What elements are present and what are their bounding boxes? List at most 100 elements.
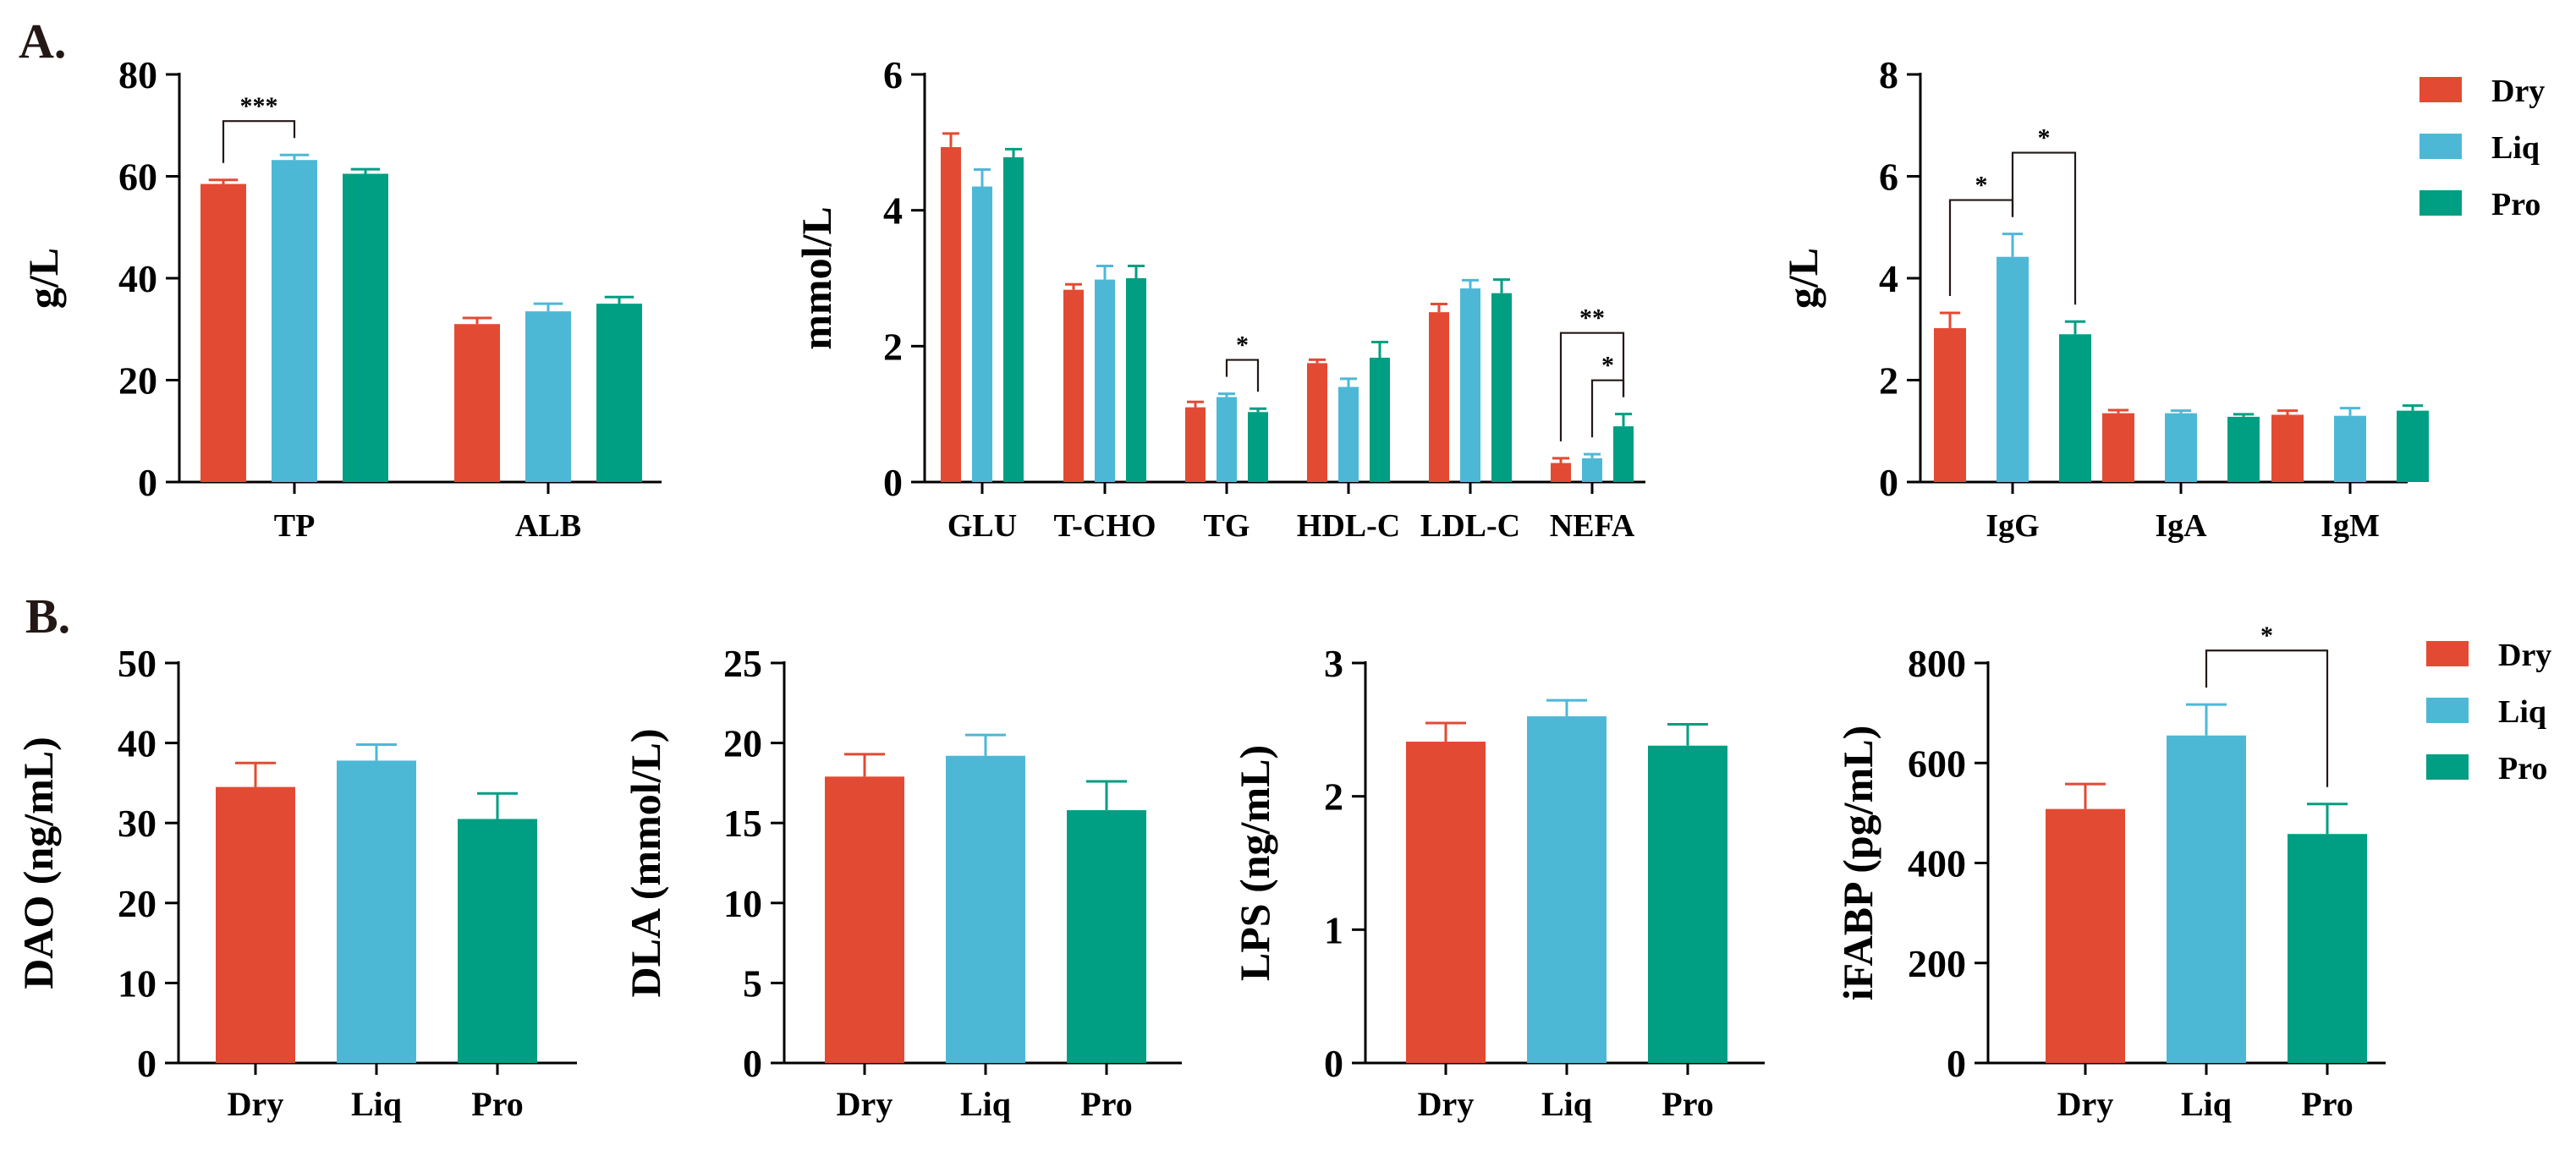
x-tick-label: IgG <box>1986 508 2039 544</box>
y-tick-label: 20 <box>723 722 762 765</box>
x-tick-label: Liq <box>1541 1085 1592 1123</box>
bar-igm-liq <box>2334 415 2366 482</box>
bar-hdl-c-liq <box>1338 386 1359 482</box>
y-axis-label: DLA (mmol/L) <box>622 728 669 997</box>
y-tick-label: 8 <box>1879 53 1898 96</box>
y-tick-label: 3 <box>1324 642 1343 685</box>
y-tick-label: 10 <box>723 882 762 925</box>
legend-label-dry: Dry <box>2491 74 2545 109</box>
bar-ldl-c-dry <box>1429 312 1449 482</box>
bar-alb-liq <box>525 311 571 482</box>
chart-a3: 0 2 4 6 8 g/L IgG IgA IgM * * <box>1779 53 2429 544</box>
significance-bracket <box>1225 359 1260 392</box>
bar-nefa-liq <box>1582 457 1602 482</box>
y-axis-label: g/L <box>19 248 67 309</box>
y-tick-label: 6 <box>1879 156 1898 199</box>
bar-dry <box>1406 742 1486 1063</box>
y-tick-label: 0 <box>138 461 157 504</box>
y-tick-label: 0 <box>1879 461 1898 504</box>
significance-label: * <box>1601 352 1614 380</box>
x-tick-label: GLU <box>947 508 1017 544</box>
bar-t-cho-dry <box>1063 289 1084 482</box>
y-tick-label: 50 <box>118 642 157 685</box>
bar-ldl-c-liq <box>1460 288 1480 482</box>
x-tick-label: TP <box>274 508 316 544</box>
y-tick-label: 25 <box>723 642 762 685</box>
y-tick-label: 30 <box>118 802 157 845</box>
bar-alb-pro <box>596 304 642 482</box>
bar-pro <box>458 819 537 1063</box>
bar-tg-dry <box>1185 407 1206 482</box>
y-tick-label: 600 <box>1908 742 1966 785</box>
x-tick-label: Pro <box>2301 1085 2353 1123</box>
significance-bracket <box>2011 151 2077 305</box>
y-tick-label: 2 <box>883 325 903 368</box>
legend-label-dry: Dry <box>2498 638 2551 673</box>
x-tick-label: T-CHO <box>1053 508 1156 544</box>
bar-igm-dry <box>2271 414 2304 482</box>
bar-tp-liq <box>272 160 317 482</box>
y-axis-label: g/L <box>1779 248 1826 309</box>
chart-b1: 0 10 20 30 40 50 DAO (ng/mL) Dry Liq Pro <box>14 642 577 1123</box>
y-tick-label: 0 <box>1324 1042 1343 1085</box>
y-axis-label: mmol/L <box>793 206 840 349</box>
x-tick-label: Pro <box>1661 1085 1713 1123</box>
y-tick-label: 200 <box>1908 942 1966 985</box>
legend-swatch-pro <box>2419 190 2462 216</box>
legend-label-pro: Pro <box>2491 187 2540 222</box>
bar-alb-dry <box>454 324 500 482</box>
bar-liq <box>2167 735 2246 1063</box>
bar-nefa-pro <box>1613 426 1634 482</box>
x-tick-label: Pro <box>1080 1085 1132 1123</box>
x-tick-label: Liq <box>960 1085 1011 1123</box>
y-tick-label: 0 <box>137 1042 157 1085</box>
x-tick-label: Liq <box>2181 1085 2232 1123</box>
y-axis-label: LPS (ng/mL) <box>1231 745 1278 981</box>
y-tick-label: 40 <box>118 257 157 300</box>
x-tick-label: IgM <box>2321 508 2380 544</box>
x-tick-label: HDL-C <box>1297 508 1400 544</box>
bar-glu-pro <box>1003 157 1024 483</box>
panel-label-b: B. <box>25 589 70 644</box>
x-tick-label: IgA <box>2155 508 2207 544</box>
significance-bracket <box>1559 331 1625 441</box>
y-tick-label: 20 <box>118 882 157 925</box>
legend-label-liq: Liq <box>2491 130 2540 166</box>
bar-dry <box>825 776 904 1063</box>
chart-b3: 0 1 2 3 LPS (ng/mL) Dry Liq Pro <box>1231 642 1765 1123</box>
bar-iga-liq <box>2165 413 2197 482</box>
x-tick-label: NEFA <box>1550 508 1635 544</box>
chart-b2: 0 5 10 15 20 25 DLA (mmol/L) Dry Liq Pro <box>622 642 1182 1123</box>
bar-liq <box>1527 716 1607 1063</box>
legend-swatch-dry <box>2426 641 2469 666</box>
panel-label-a: A. <box>19 14 66 68</box>
significance-label: * <box>1975 172 1988 200</box>
bar-igg-pro <box>2059 334 2091 482</box>
x-tick-label: TG <box>1204 508 1250 544</box>
bar-liq <box>946 755 1025 1063</box>
y-axis-label: iFABP (pg/mL) <box>1834 726 1881 1000</box>
y-tick-label: 4 <box>883 189 903 233</box>
y-tick-label: 4 <box>1879 257 1898 300</box>
bar-tg-pro <box>1248 412 1268 482</box>
y-tick-label: 15 <box>723 802 762 845</box>
bar-pro <box>1648 745 1727 1063</box>
y-tick-label: 0 <box>1947 1042 1966 1085</box>
legend-label-liq: Liq <box>2498 694 2546 730</box>
x-tick-label: Dry <box>837 1085 893 1123</box>
chart-a1: 0 20 40 60 80 g/L TP ALB *** <box>19 53 662 544</box>
significance-label: ** <box>1579 304 1605 332</box>
y-tick-label: 0 <box>743 1042 762 1085</box>
x-tick-label: LDL-C <box>1420 508 1520 544</box>
y-tick-label: 20 <box>118 359 157 403</box>
bar-t-cho-liq <box>1095 279 1115 482</box>
significance-label: * <box>2038 124 2051 152</box>
y-tick-label: 400 <box>1908 842 1966 885</box>
legend-swatch-liq <box>2419 134 2462 159</box>
bar-dry <box>2046 808 2125 1063</box>
x-tick-label: Dry <box>2057 1085 2114 1123</box>
bar-igg-dry <box>1934 328 1966 482</box>
bar-igg-liq <box>1997 256 2029 482</box>
x-tick-label: Pro <box>471 1085 523 1123</box>
